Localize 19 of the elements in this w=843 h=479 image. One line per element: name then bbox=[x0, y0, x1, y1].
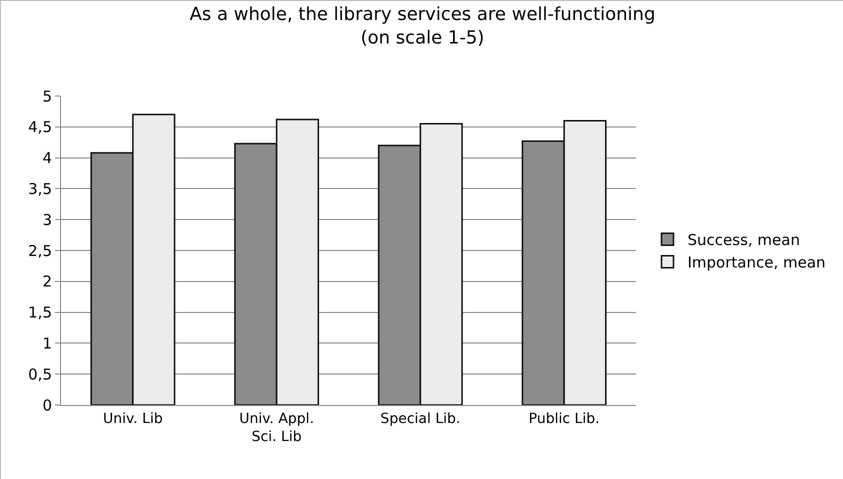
chart-subtitle: (on scale 1-5) bbox=[360, 28, 484, 49]
y-tick-label: 4 bbox=[42, 149, 52, 168]
x-tick-label: Special Lib. bbox=[380, 410, 460, 427]
x-tick-label: Univ. Appl. Sci. Lib bbox=[239, 410, 314, 445]
y-tick-label: 3,5 bbox=[28, 180, 52, 198]
y-tick-label: 0 bbox=[42, 396, 52, 414]
y-tick-label: 1,5 bbox=[28, 304, 52, 322]
y-tick-label: 1 bbox=[42, 334, 52, 352]
y-tick-label: 3 bbox=[42, 210, 52, 229]
x-tick-label: Public Lib. bbox=[528, 410, 600, 427]
legend-label: Success, mean bbox=[688, 231, 800, 250]
legend-label: Importance, mean bbox=[688, 254, 826, 272]
x-tick-label: Univ. Lib bbox=[103, 410, 163, 427]
chart-title: As a whole, the library services are well-functioning bbox=[190, 4, 656, 26]
y-tick-label: 2 bbox=[42, 272, 52, 291]
y-tick-label: 2,5 bbox=[28, 242, 52, 260]
y-tick-label: 5 bbox=[42, 87, 52, 106]
y-tick-label: 0,5 bbox=[28, 365, 52, 384]
y-tick-label: 4,5 bbox=[28, 118, 52, 136]
